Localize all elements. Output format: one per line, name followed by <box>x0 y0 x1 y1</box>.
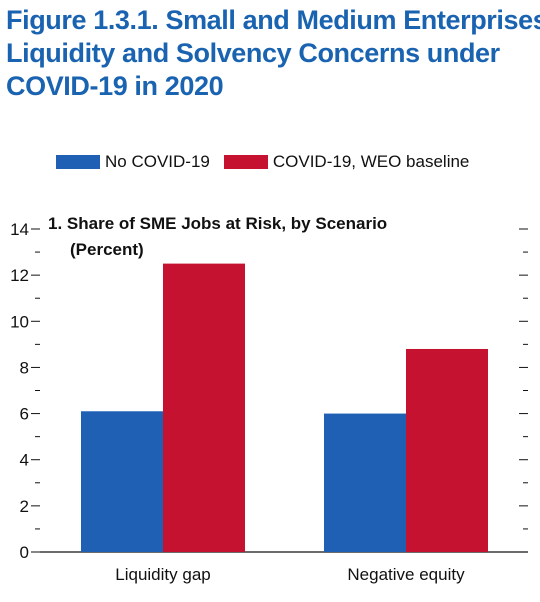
x-tick-labels: Liquidity gap Negative equity <box>115 565 465 584</box>
y-tick-label: 4 <box>20 451 29 470</box>
y-tick-label: 8 <box>20 358 29 377</box>
y-tick-label: 10 <box>10 312 29 331</box>
legend-label-covid: COVID-19, WEO baseline <box>272 152 470 171</box>
y-tick-label: 12 <box>10 266 29 285</box>
bar-covid-0 <box>163 263 245 552</box>
figure-title-line-3: COVID-19 in 2020 <box>6 71 224 101</box>
y-tick-label: 2 <box>20 497 29 516</box>
legend-label-no-covid: No COVID-19 <box>105 152 210 171</box>
figure-title-line-1: Figure 1.3.1. Small and Medium Enterpris… <box>6 5 540 35</box>
panel-subtitle: (Percent) <box>70 240 144 259</box>
legend-item-covid: COVID-19, WEO baseline <box>223 152 470 172</box>
y-tick-label: 14 <box>10 220 29 239</box>
figure-title: Figure 1.3.1. Small and Medium Enterpris… <box>6 4 540 103</box>
bar-covid-1 <box>406 348 488 552</box>
y-tick-label: 0 <box>20 543 29 562</box>
x-tick-label: Liquidity gap <box>115 565 210 584</box>
panel-title: 1. Share of SME Jobs at Risk, by Scenari… <box>48 214 387 233</box>
legend-swatch-no-covid <box>56 155 100 169</box>
legend-swatch-covid <box>223 155 268 169</box>
bars <box>81 263 488 552</box>
figure-title-line-2: Liquidity and Solvency Concerns under <box>6 38 500 68</box>
x-tick-label: Negative equity <box>347 565 465 584</box>
bar-no-covid-0 <box>81 411 163 552</box>
legend-item-no-covid: No COVID-19 <box>56 152 210 172</box>
bar-no-covid-1 <box>324 413 406 552</box>
chart-legend: No COVID-19 COVID-19, WEO baseline <box>56 152 483 172</box>
y-tick-label: 6 <box>20 405 29 424</box>
